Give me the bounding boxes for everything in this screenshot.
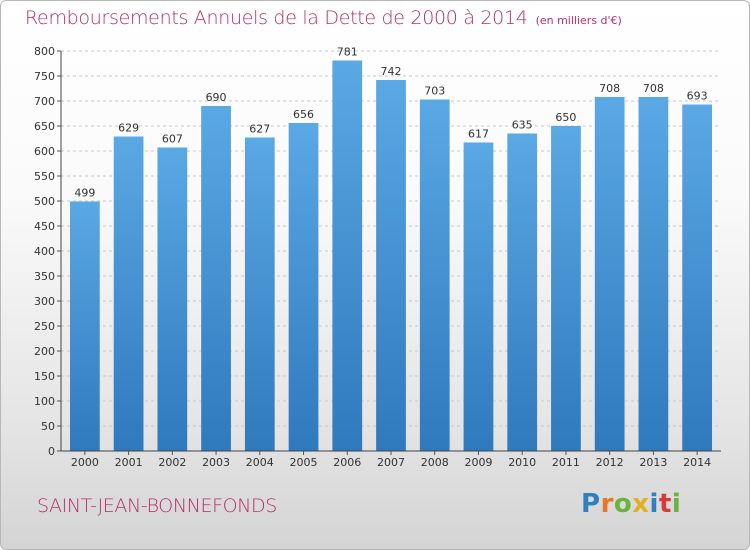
x-tick-label: 2013 [639, 456, 667, 469]
y-tick-label: 250 [34, 320, 55, 333]
bar [376, 80, 406, 451]
y-tick-label: 100 [34, 395, 55, 408]
y-tick-label: 200 [34, 345, 55, 358]
bar [69, 201, 100, 451]
axes [57, 50, 721, 455]
bar [682, 104, 713, 451]
y-tick-label: 750 [34, 70, 55, 83]
bar [463, 142, 494, 451]
x-tick-label: 2007 [377, 456, 405, 469]
y-tick-label: 150 [34, 370, 55, 383]
value-label: 617 [468, 128, 489, 141]
y-tick-label: 500 [34, 195, 55, 208]
x-tick-label: 2011 [552, 456, 580, 469]
x-tick-label: 2008 [421, 456, 449, 469]
value-label: 690 [206, 91, 227, 104]
bars [69, 60, 713, 451]
value-label: 607 [162, 133, 183, 146]
y-tick-label: 350 [34, 270, 55, 283]
y-tick-label: 550 [34, 170, 55, 183]
commune-name: SAINT-JEAN-BONNEFONDS [37, 495, 277, 517]
x-tick-label: 2014 [683, 456, 711, 469]
value-label: 627 [249, 123, 270, 136]
x-tick-label: 2006 [333, 456, 361, 469]
x-tick-label: 2010 [508, 456, 536, 469]
logo-letter: t [658, 489, 672, 519]
y-tick-label: 600 [34, 145, 55, 158]
bar [332, 60, 363, 451]
y-tick-label: 450 [34, 220, 55, 233]
bar [551, 126, 581, 451]
x-tick-label: 2001 [115, 456, 143, 469]
unit-note: (en milliers d'€) [535, 14, 622, 27]
value-label: 693 [687, 90, 708, 103]
bar [244, 137, 275, 451]
bar [594, 97, 625, 451]
value-label: 708 [599, 82, 620, 95]
logo-letter: x [632, 489, 650, 519]
logo-letter: i [649, 489, 659, 519]
bar [201, 106, 231, 451]
y-tick-label: 650 [34, 120, 55, 133]
proxiti-logo[interactable]: Proxiti [581, 489, 681, 519]
logo-letter: r [600, 489, 614, 519]
y-tick-label: 300 [34, 295, 55, 308]
bar [507, 133, 538, 451]
y-tick-label: 400 [34, 245, 55, 258]
bar [157, 147, 188, 451]
value-label: 499 [74, 187, 95, 200]
bar [638, 97, 669, 451]
labels: 0 50 100 150 200 250 300 350 400 450 500 550 600 650 7… [34, 45, 711, 469]
y-tick-label: 0 [48, 445, 55, 458]
bar [113, 136, 144, 451]
logo-letter: o [613, 489, 633, 519]
x-tick-label: 2005 [290, 456, 318, 469]
x-tick-label: 2012 [596, 456, 624, 469]
value-label: 703 [424, 85, 445, 98]
value-label: 650 [555, 111, 576, 124]
y-tick-label: 800 [34, 45, 55, 58]
value-label: 635 [512, 119, 533, 132]
bar [288, 123, 319, 451]
y-tick-label: 50 [41, 420, 55, 433]
x-tick-label: 2004 [246, 456, 274, 469]
chart-title: Remboursements Annuels de la Dette de 20… [25, 7, 622, 29]
title-text: Remboursements Annuels de la Dette de 20… [25, 7, 528, 29]
x-tick-label: 2000 [71, 456, 99, 469]
x-tick-label: 2009 [464, 456, 492, 469]
logo-letter: i [671, 489, 682, 519]
value-label: 742 [381, 65, 402, 78]
y-tick-label: 700 [34, 95, 55, 108]
value-label: 656 [293, 108, 314, 121]
bar [419, 99, 450, 451]
logo-letter: P [581, 489, 601, 519]
value-label: 708 [643, 82, 664, 95]
value-label: 629 [118, 122, 139, 135]
x-tick-label: 2002 [158, 456, 186, 469]
x-tick-label: 2003 [202, 456, 230, 469]
value-label: 781 [337, 46, 358, 59]
